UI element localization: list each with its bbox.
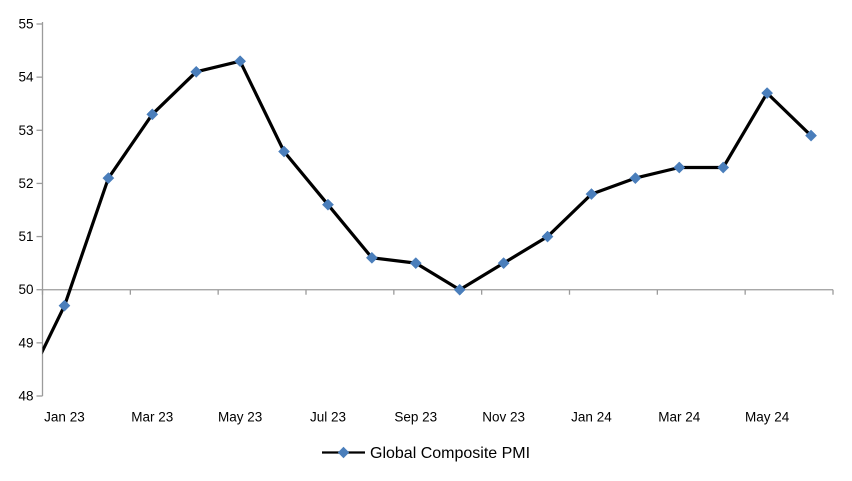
pmi-data-point-marker xyxy=(673,161,686,174)
pmi-series-line xyxy=(42,59,813,355)
plot-area: 48 49 50 51 52 53 54 55 Jan 23 Mar 23 May 23 Jul 23… xyxy=(18,17,834,425)
x-axis-tick-label: May 23 xyxy=(218,410,262,425)
pmi-data-point-marker xyxy=(717,161,730,174)
pmi-data-point-marker xyxy=(629,172,642,185)
y-axis-tick-label: 49 xyxy=(18,335,33,350)
y-axis-tick-label: 50 xyxy=(18,282,33,297)
pmi-data-point-marker xyxy=(102,172,115,185)
x-axis-tick-label: Mar 23 xyxy=(131,410,173,425)
pmi-data-point-marker xyxy=(453,283,466,296)
x-axis-tick-label: Jan 23 xyxy=(44,410,85,425)
pmi-data-point-marker xyxy=(58,299,71,312)
pmi-data-point-marker xyxy=(497,257,510,270)
x-axis-tick-label: Jan 24 xyxy=(571,410,612,425)
pmi-data-point-marker xyxy=(146,108,159,121)
pmi-data-point-marker xyxy=(365,251,378,264)
pmi-data-point-marker xyxy=(585,188,598,201)
y-axis-tick-label: 53 xyxy=(18,123,33,138)
x-axis-tick-label: Jul 23 xyxy=(310,410,346,425)
pmi-data-point-marker xyxy=(278,145,290,158)
x-axis-tick-label: Nov 23 xyxy=(482,410,525,425)
legend: Global Composite PMI xyxy=(322,445,530,462)
y-axis-tick-label: 52 xyxy=(18,176,33,191)
legend-marker-diamond xyxy=(337,446,350,459)
pmi-data-point-marker xyxy=(322,198,334,211)
pmi-data-point-marker xyxy=(190,65,203,78)
y-axis-tick-label: 48 xyxy=(18,389,33,404)
y-axis-tick-label: 51 xyxy=(18,229,33,244)
x-axis-tick-label: Mar 24 xyxy=(658,410,701,425)
pmi-data-point-marker xyxy=(234,55,247,68)
legend-label: Global Composite PMI xyxy=(370,445,530,462)
x-axis-tick-label: Sep 23 xyxy=(394,410,437,425)
pmi-data-point-marker xyxy=(761,87,774,100)
pmi-data-point-marker xyxy=(805,129,817,142)
pmi-data-point-marker xyxy=(541,230,554,243)
x-axis-tick-label: May 24 xyxy=(745,410,790,425)
y-axis-tick-label: 55 xyxy=(18,17,33,32)
y-axis-tick-label: 54 xyxy=(18,70,34,85)
pmi-data-point-marker xyxy=(409,257,422,270)
